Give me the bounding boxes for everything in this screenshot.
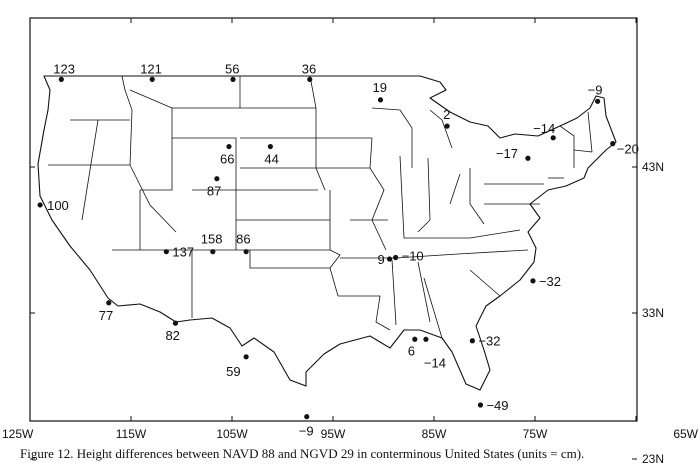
- height-difference-label: 87: [207, 184, 221, 199]
- height-difference-label: 56: [225, 61, 239, 76]
- lat-tick-label: 43N: [642, 160, 664, 174]
- height-difference-label: 100: [47, 198, 69, 213]
- lat-tick-label: 23N: [642, 452, 664, 466]
- state-boundary: [81, 119, 99, 221]
- height-difference-label: 9: [378, 252, 385, 267]
- state-boundary: [573, 149, 593, 153]
- height-difference-label: 77: [99, 308, 113, 323]
- lon-tick-label: 85W: [422, 427, 447, 441]
- state-boundary: [399, 109, 413, 168]
- us-outline: [37, 75, 617, 391]
- height-difference-label: 121: [140, 61, 162, 76]
- state-boundary: [172, 137, 237, 190]
- height-difference-label: −17: [496, 146, 518, 161]
- state-boundary: [338, 295, 391, 331]
- state-boundary: [391, 259, 397, 326]
- state-boundary: [395, 249, 529, 259]
- station-dot: [210, 249, 216, 255]
- station-dot: [172, 320, 179, 326]
- height-difference-label: −9: [588, 82, 603, 97]
- station-dot: [525, 155, 531, 161]
- state-boundary: [121, 75, 133, 166]
- axis-ticks: 125W 115W 105W 95W 85W 75W 65W 43N 33N 23N: [2, 18, 699, 466]
- state-boundary: [140, 138, 173, 191]
- height-difference-label: −32: [539, 274, 561, 289]
- height-difference-label: 36: [302, 61, 316, 76]
- height-difference-label: 66: [220, 152, 234, 167]
- state-boundary: [371, 107, 401, 111]
- lon-tick-label: 115W: [116, 427, 147, 441]
- height-difference-label: 2: [443, 107, 450, 122]
- station-dot: [267, 143, 273, 150]
- height-difference-label: −14: [424, 355, 446, 370]
- height-difference-label: 137: [172, 245, 194, 260]
- station-dot: [214, 176, 220, 182]
- station-dot: [243, 354, 249, 360]
- state-boundary: [417, 261, 431, 323]
- station-dot: [423, 336, 429, 342]
- lon-tick-label: 125W: [2, 427, 34, 441]
- station-dot: [386, 256, 393, 262]
- station-dot: [412, 336, 418, 342]
- state-boundary: [329, 190, 341, 297]
- station-dot: [377, 97, 384, 103]
- station-dot: [106, 300, 112, 306]
- figure-caption: Figure 12. Height differences between NA…: [20, 446, 585, 461]
- data-points: 123 121 56 36 19 2 −9 −14 −17 −20 66 44 87 100 137 158 8…: [37, 61, 639, 439]
- state-boundary: [129, 164, 177, 233]
- state-boundary: [423, 277, 443, 339]
- station-dot: [304, 414, 310, 420]
- height-difference-label: −9: [299, 424, 314, 439]
- station-dot: [307, 76, 313, 82]
- height-difference-label: 82: [165, 328, 179, 343]
- station-dot: [393, 254, 399, 261]
- height-difference-label: −49: [486, 398, 508, 413]
- height-difference-label: 59: [226, 364, 240, 379]
- station-dot: [610, 141, 616, 147]
- state-boundary: [587, 111, 593, 153]
- height-difference-label: 6: [408, 343, 415, 358]
- height-difference-label: 44: [264, 152, 278, 167]
- lat-tick-label: 33N: [642, 306, 664, 320]
- height-difference-label: 123: [53, 61, 75, 76]
- state-boundary: [469, 168, 485, 225]
- station-dot: [595, 98, 601, 104]
- state-boundary: [559, 125, 575, 168]
- lon-tick-label: 105W: [216, 427, 248, 441]
- station-dot: [163, 249, 169, 255]
- height-difference-label: 158: [201, 232, 223, 247]
- height-difference-label: −20: [617, 142, 639, 157]
- station-dot: [530, 278, 536, 284]
- height-difference-label: 19: [372, 80, 386, 95]
- lon-tick-label: 75W: [523, 427, 548, 441]
- state-boundary: [417, 157, 431, 233]
- station-dot: [230, 76, 236, 82]
- station-dot: [149, 76, 155, 82]
- height-difference-label: −10: [402, 249, 424, 264]
- height-difference-label: −14: [533, 121, 555, 136]
- lon-tick-label: 65W: [673, 427, 698, 441]
- height-difference-label: 86: [236, 232, 250, 247]
- state-boundary: [399, 155, 405, 239]
- station-dot: [226, 143, 232, 150]
- height-difference-label: −32: [478, 334, 500, 349]
- state-boundary: [429, 109, 453, 149]
- station-dot: [444, 123, 450, 129]
- station-dot: [550, 135, 556, 141]
- station-dot: [469, 338, 475, 344]
- state-boundary: [449, 173, 461, 205]
- state-boundary: [249, 250, 330, 269]
- state-boundary: [369, 137, 387, 251]
- station-dot: [477, 402, 484, 408]
- state-boundary: [469, 269, 501, 297]
- state-boundaries: [48, 75, 593, 339]
- state-boundary: [404, 229, 521, 239]
- lon-tick-label: 95W: [321, 427, 346, 441]
- station-dot: [37, 202, 43, 208]
- station-dot: [58, 76, 64, 82]
- land-layer: [37, 75, 617, 391]
- station-dot: [243, 249, 249, 255]
